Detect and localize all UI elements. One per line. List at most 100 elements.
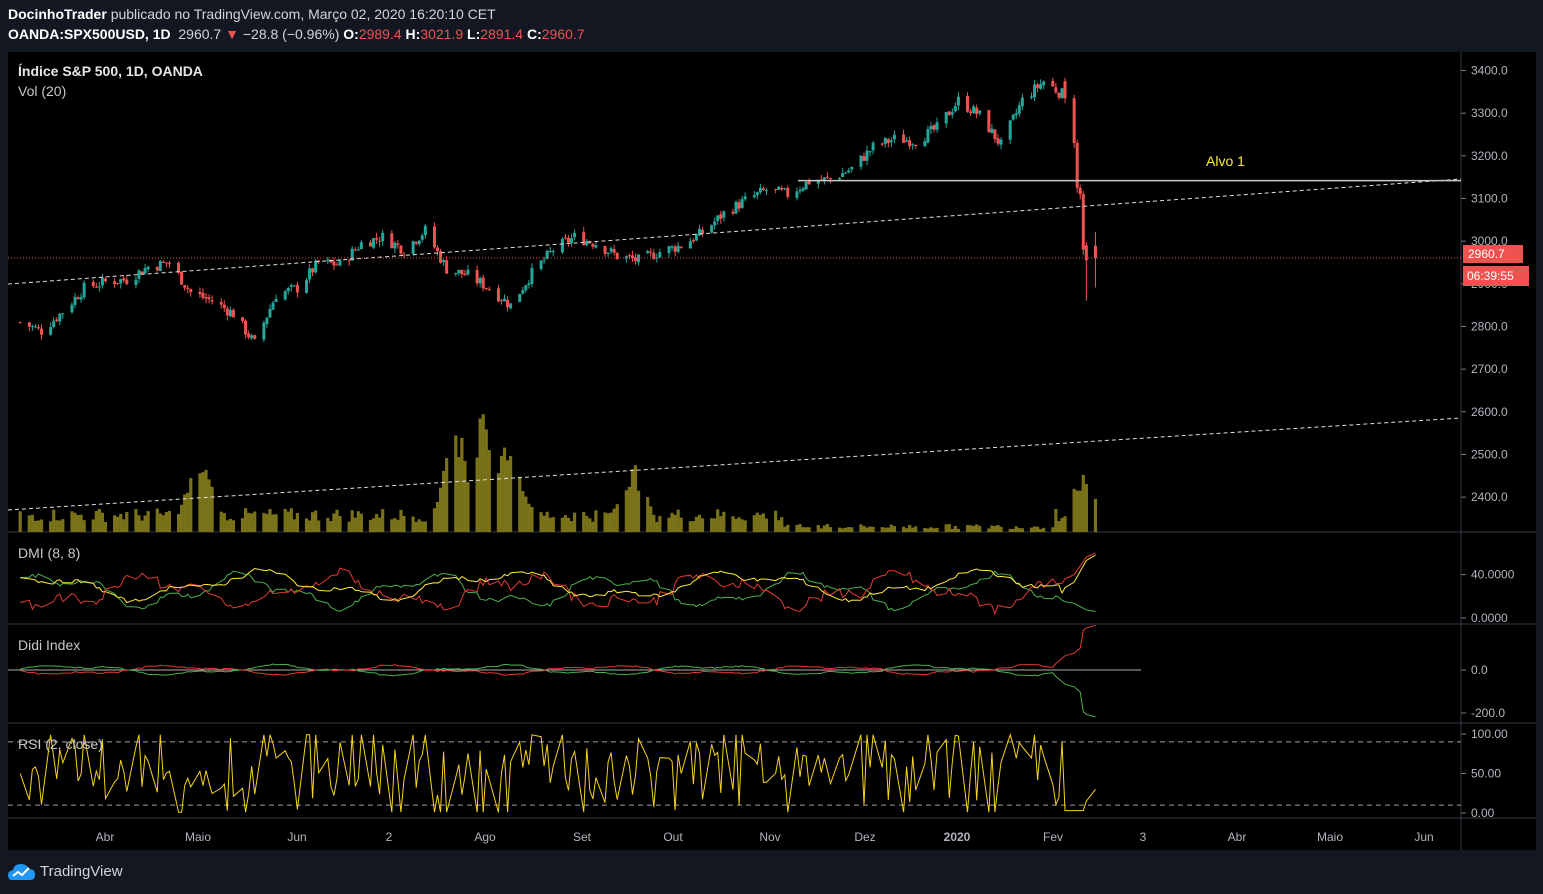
candle-body [347, 260, 351, 262]
candle-body [423, 225, 427, 236]
volume-bar [630, 469, 635, 532]
chart-svg[interactable]: 3400.03300.03200.03100.03000.02900.02800… [7, 52, 1536, 850]
author-name[interactable]: DocinhoTrader [8, 6, 107, 22]
volume-bar [1057, 521, 1061, 532]
candle-body [795, 191, 799, 198]
volume-bar [402, 515, 406, 532]
candle-body [326, 259, 330, 262]
volume-bar [615, 504, 619, 532]
high-value: 3021.9 [420, 26, 464, 42]
candle-body [880, 143, 884, 145]
volume-bar [1081, 474, 1085, 532]
volume-bar [253, 511, 257, 532]
didi-slow-line [20, 624, 1096, 676]
open-label: O: [343, 26, 359, 42]
candle-body [801, 188, 805, 191]
volume-bar [850, 527, 854, 532]
volume-bar [417, 519, 421, 532]
volume-bar [286, 511, 290, 532]
candle-body [158, 260, 162, 272]
candle-body [932, 125, 936, 130]
volume-bar [563, 515, 568, 532]
candle-body [506, 299, 510, 308]
volume-bar [670, 512, 674, 532]
candle-body [432, 226, 436, 248]
candle-body [436, 247, 440, 252]
candle-body [615, 252, 619, 260]
volume-bar [947, 524, 951, 532]
symbol-label[interactable]: OANDA:SPX500USD, 1D [8, 26, 171, 42]
volume-bar [722, 511, 726, 532]
candle-body [612, 249, 616, 253]
candle-body [539, 260, 543, 270]
volume-bar [390, 519, 394, 532]
volume-bar [524, 496, 528, 532]
volume-bar [283, 508, 287, 532]
volume-bar [262, 512, 266, 532]
volume-bar [572, 512, 577, 532]
volume-bar [475, 457, 479, 532]
volume-bar [307, 520, 312, 532]
volume-bar [676, 509, 680, 532]
volume-bar [268, 509, 272, 532]
open-value: 2989.4 [358, 26, 402, 42]
volume-bar [125, 512, 129, 532]
volume-bar [1011, 528, 1015, 532]
candle-body [886, 139, 890, 144]
tradingview-cloud-icon[interactable] [8, 862, 36, 882]
volume-bar [295, 512, 299, 532]
candle-body [82, 282, 86, 298]
candle-body [606, 252, 610, 254]
candle-body [225, 308, 229, 316]
candle-body [496, 288, 500, 302]
publish-text: publicado no TradingView.com, Março 02, … [110, 6, 496, 22]
candle-body [457, 269, 461, 274]
candle-body [146, 266, 150, 270]
candle-body [905, 140, 909, 142]
candle-body [445, 260, 449, 274]
candle-body [381, 232, 385, 242]
candle-body [247, 333, 251, 338]
volume-bar [317, 520, 321, 532]
volume-bar [347, 521, 351, 532]
volume-bar [271, 514, 275, 532]
candle-body [688, 241, 692, 249]
candle-body [295, 284, 299, 293]
candle-body [311, 268, 315, 273]
time-tick-label-0: Abr [96, 830, 115, 844]
time-axis[interactable]: Abr Maio Jun 2 Ago Set Out Nov Dez 2020 Fev 3 Abr Mai… [96, 830, 1434, 844]
volume-bar [847, 527, 851, 532]
volume-bar [905, 528, 909, 532]
volume-bar [122, 519, 126, 532]
candle-body [1042, 81, 1046, 86]
volume-bar [58, 520, 62, 532]
candle-body [219, 301, 223, 305]
candle-body [914, 145, 918, 147]
volume-bar [332, 513, 336, 532]
chart-area[interactable]: 3400.03300.03200.03100.03000.02900.02800… [7, 52, 1536, 850]
volume-bar [569, 521, 574, 532]
volume-bar [658, 516, 662, 532]
candle-body [55, 319, 59, 321]
candle-body [244, 320, 248, 335]
price-badge [1463, 245, 1523, 263]
candle-body [743, 196, 747, 200]
candle-body [1051, 80, 1055, 87]
volume-bar [381, 509, 385, 532]
candle-body [52, 320, 56, 327]
price-axis[interactable]: 3400.03300.03200.03100.03000.02900.02800… [1461, 64, 1515, 820]
candle-body [603, 246, 607, 254]
candle-body [566, 237, 570, 243]
volume-bar [700, 518, 705, 532]
candle-body [844, 172, 848, 174]
volume-bar [204, 469, 208, 532]
candle-body [372, 238, 376, 248]
volume-bar [39, 519, 44, 532]
chart-header: DocinhoTrader publicado no TradingView.c… [0, 0, 1543, 50]
candle-body [1078, 187, 1082, 195]
candle-body [228, 309, 232, 317]
volume-bar [886, 527, 890, 532]
candle-body [271, 302, 275, 310]
tradingview-brand[interactable]: TradingView [40, 863, 123, 880]
candle-body [637, 254, 641, 263]
